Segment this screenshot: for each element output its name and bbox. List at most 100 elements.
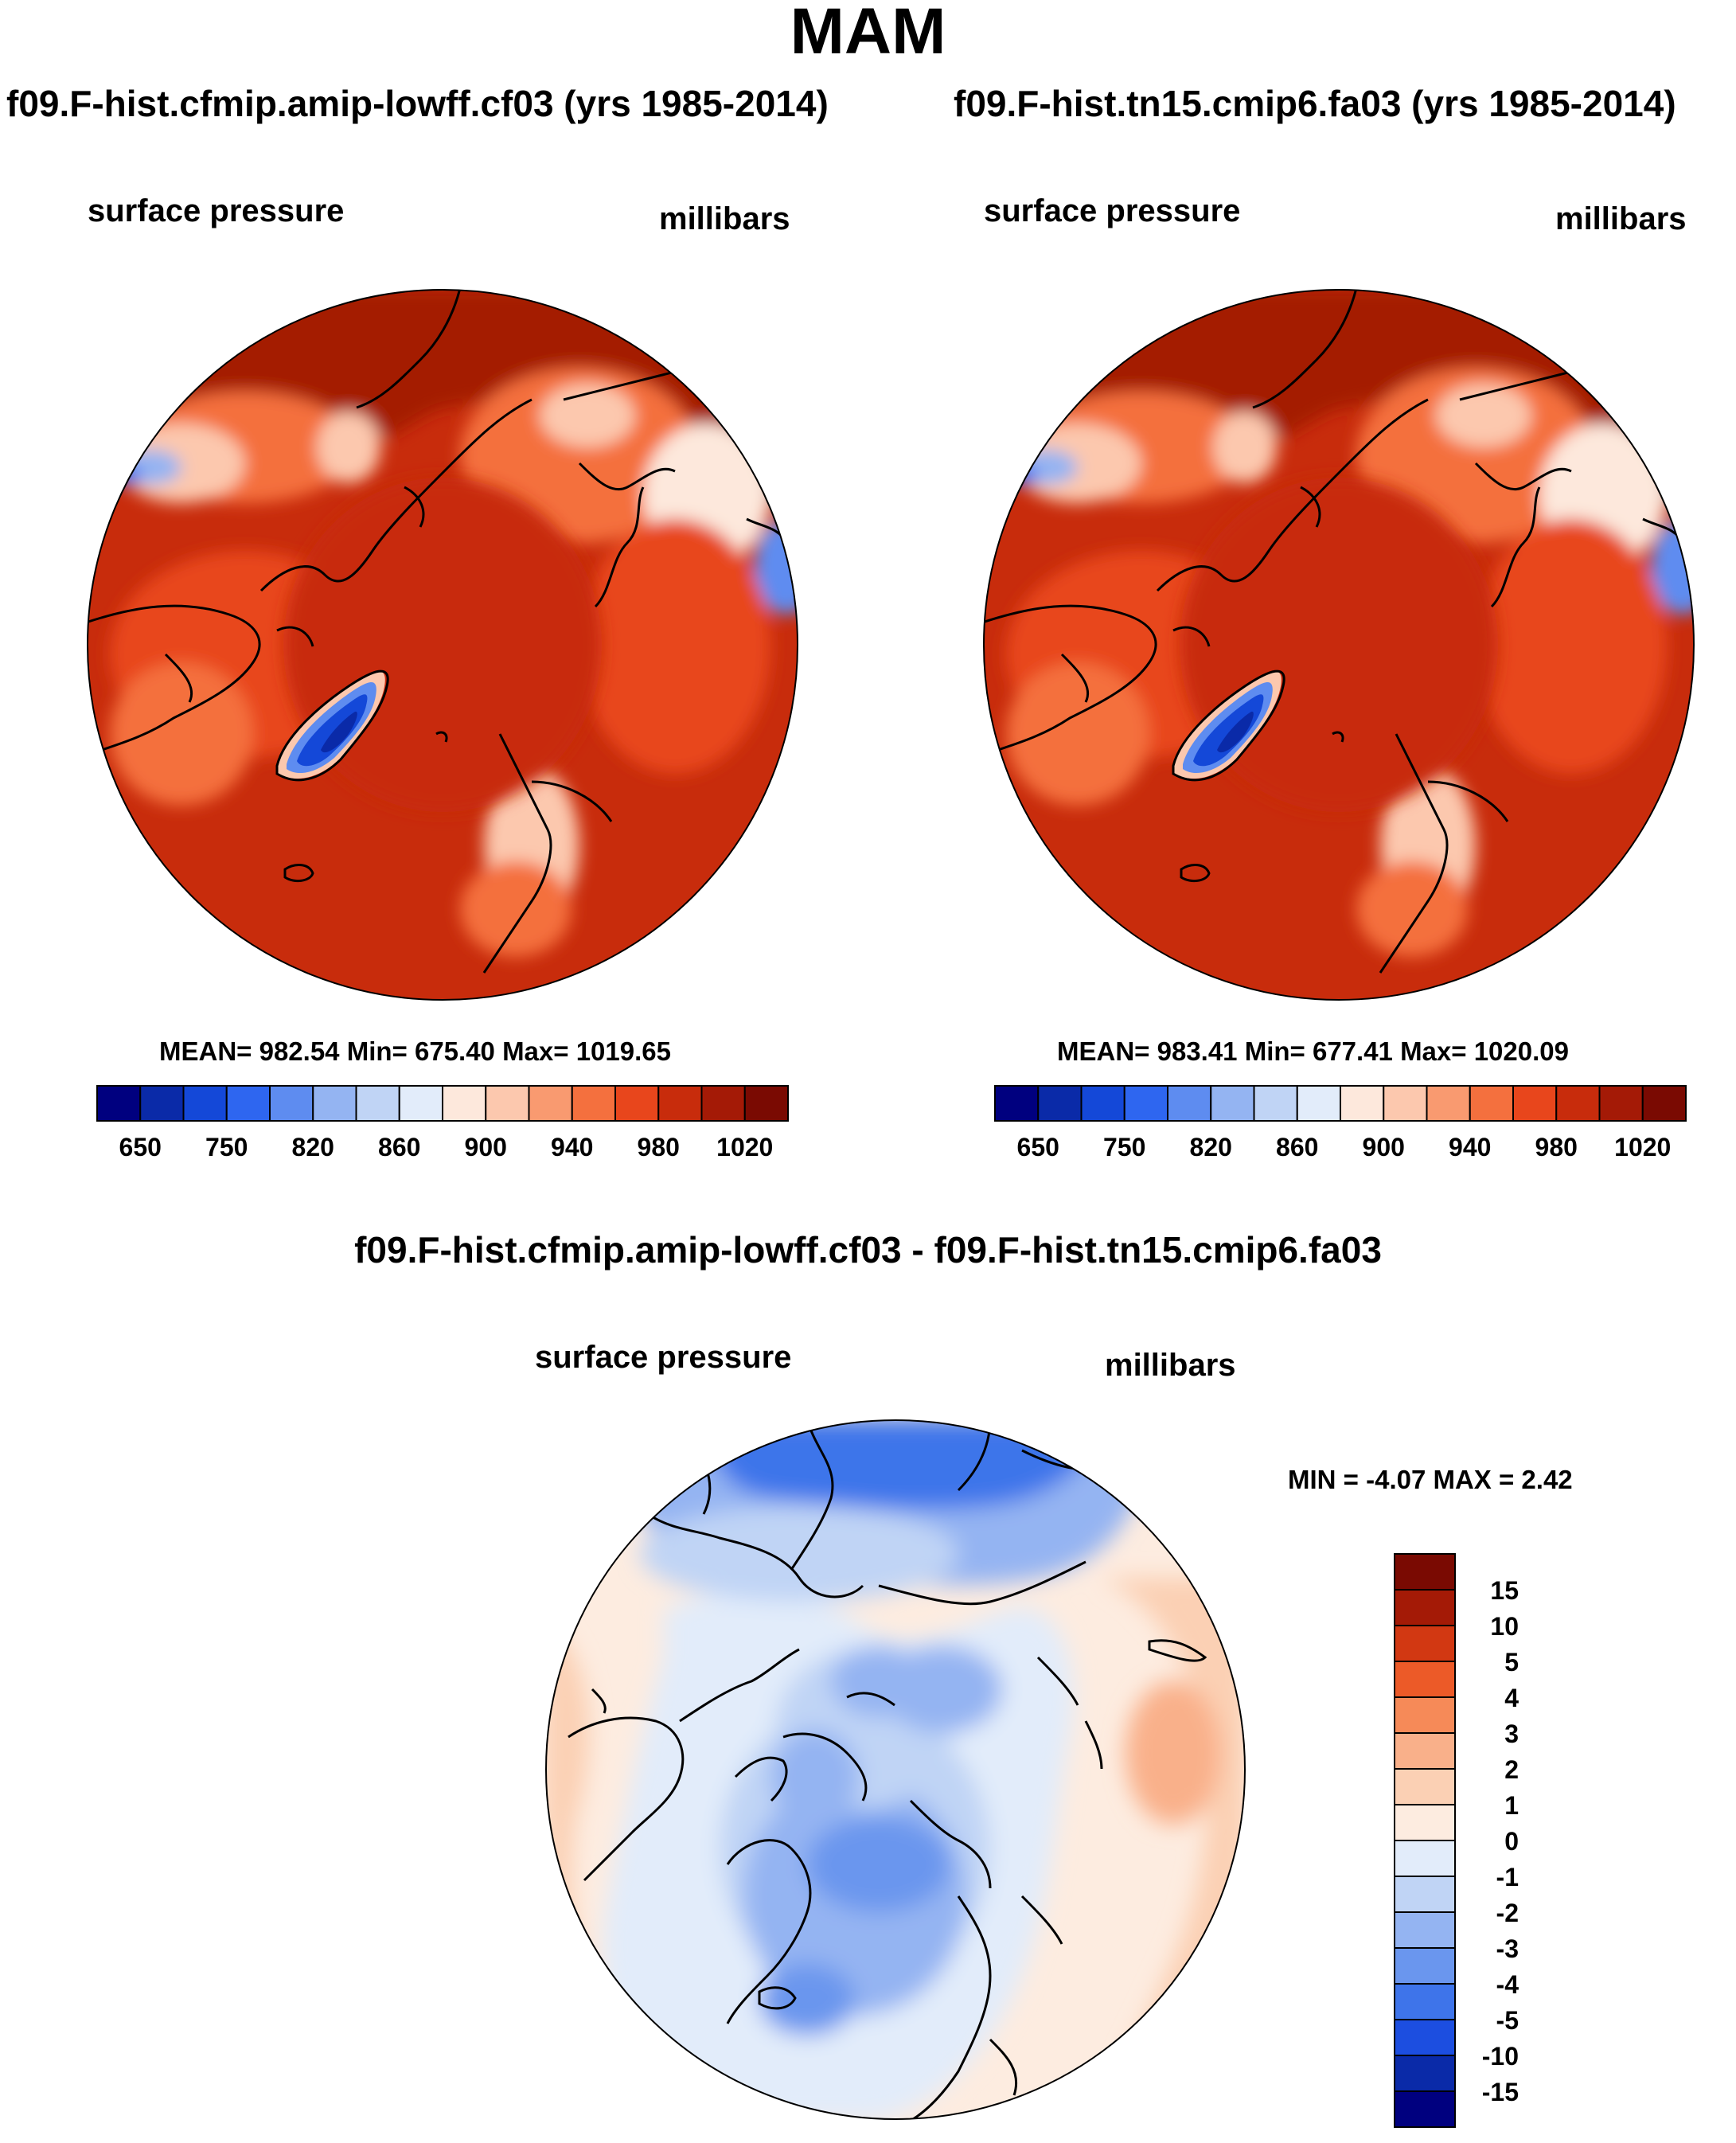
panel-1-colorbar-box [96,1085,142,1122]
panel-2-colorbar-label: 1020 [1614,1133,1671,1161]
difference-colorbar-box [1394,1696,1456,1734]
difference-colorbar-label: -15 [1482,2078,1519,2106]
panel-2-colorbar-box [994,1085,1040,1122]
difference-colorbar-box [1394,2055,1456,2092]
difference-colorbar-label: 10 [1490,1612,1519,1641]
difference-colorbar-label: 5 [1504,1648,1519,1677]
region-greenland-ice-sheet [1193,694,1264,767]
difference-polar-map [545,1419,1246,2120]
panel-1-colorbar-box [700,1085,746,1122]
difference-colorbar-box [1394,1661,1456,1698]
panel-1-colorbar-box [139,1085,185,1122]
difference-variable-label: surface pressure [535,1340,792,1375]
difference-colorbar-label: -2 [1496,1899,1519,1927]
panel-1-colorbar: 650 750 820 860 900 940 980 1020 [96,1085,789,1161]
panel-2-colorbar-box [1426,1085,1471,1122]
panel-1-colorbar-label: 750 [205,1133,248,1161]
panel-1-colorbar-label: 980 [638,1133,680,1161]
difference-colorbar-box [1394,1589,1456,1626]
panel-2-units-label: millibars [1555,201,1687,236]
difference-colorbar-box [1394,1625,1456,1662]
panel-2-colorbar-label: 900 [1363,1133,1405,1161]
panel-2-colorbar-box [1512,1085,1558,1122]
coastlines [984,290,1684,974]
region-hudson-low [1006,662,1149,806]
difference-colorbar-box [1394,1553,1456,1591]
region-europe-low [460,861,572,957]
panel-1-colorbar-box [355,1085,400,1122]
difference-colorbar-label: 1 [1504,1791,1519,1820]
difference-colorbar-label: -10 [1482,2042,1519,2071]
difference-colorbar-label: 2 [1504,1755,1519,1784]
region-mountain-east [1213,412,1277,483]
diff-region-ne-core [883,1645,1002,1733]
panel-1-colorbar-box [571,1085,616,1122]
panel-1-colorbar-label: 860 [378,1133,420,1161]
panel-1-units-label: millibars [659,201,790,236]
region-eurasia-low [579,519,770,774]
panel-2-colorbar-box [1340,1085,1385,1122]
panel-1-colorbar-box [225,1085,271,1122]
panel-1-colorbar-label: 900 [465,1133,507,1161]
panel-1-polar-map [87,289,798,1001]
panel-2-colorbar-box [1037,1085,1083,1122]
difference-colorbar-box [1394,1732,1456,1770]
panel-1-colorbar-box [614,1085,660,1122]
panel-2-colorbar-box [1123,1085,1168,1122]
region-hudson-low [110,662,253,806]
region-greenland-ice-sheet [297,694,368,767]
panel-1-colorbar-label: 1020 [716,1133,773,1161]
panel-2-colorbar-label: 650 [1017,1133,1059,1161]
difference-colorbar-box [1394,1947,1456,1985]
panel-1-colorbar-box [269,1085,314,1122]
map-border [983,289,1695,1001]
page-title: MAM [790,0,946,68]
difference-colorbar-label: 3 [1504,1719,1519,1748]
panel-1-colorbar-label: 940 [551,1133,593,1161]
diff-region-band-negative [640,1506,958,1602]
difference-colorbar-box [1394,2019,1456,2056]
difference-colorbar-label: -5 [1496,2006,1519,2035]
difference-colorbar-box [1394,1911,1456,1949]
panel-2-stats: MEAN= 983.41 Min= 677.41 Max= 1020.09 [1057,1036,1569,1066]
region-plateau-core [118,450,181,485]
panel-1-colorbar-box [657,1085,703,1122]
difference-colorbar-label: 15 [1490,1576,1519,1605]
region-greenland-summit [1217,711,1254,753]
difference-colorbar-label: 0 [1504,1827,1519,1856]
panel-2-colorbar-box [1383,1085,1428,1122]
panel-2-colorbar-box [1641,1085,1687,1122]
coastlines [568,1420,1207,2119]
difference-colorbar-label: -4 [1496,1970,1519,1999]
map-border [545,1419,1246,2120]
diff-region-north-strong-negative [704,1420,1102,1510]
region-tibet [755,519,798,615]
panel-1-title: f09.F-hist.cfmip.amip-lowff.cf03 (yrs 19… [6,83,829,124]
panel-2-polar-map [983,289,1695,1001]
difference-units-label: millibars [1105,1348,1236,1383]
region-plateau-min [1006,466,1038,485]
difference-colorbar-box [1394,1983,1456,2020]
panel-2-colorbar-box [1555,1085,1601,1122]
panel-1-colorbar-box [182,1085,228,1122]
panel-2-colorbar-box [1296,1085,1341,1122]
region-eurasia-low [1476,519,1667,774]
panel-1-colorbar-box [398,1085,443,1122]
diff-region-atlantic-core [807,1817,950,1912]
diff-region-archipelago [771,1729,859,1825]
coastlines [88,290,788,974]
difference-title: f09.F-hist.cfmip.amip-lowff.cf03 - f09.F… [354,1229,1382,1271]
difference-colorbar-box [1394,1840,1456,1877]
panel-1-colorbar-label: 820 [292,1133,334,1161]
region-tibet [1651,519,1694,615]
difference-colorbar-label: 4 [1504,1684,1519,1712]
panel-1-colorbar-label: 650 [119,1133,162,1161]
map-border [87,289,798,1001]
panel-2-colorbar-box [1167,1085,1212,1122]
region-europe-low [1356,861,1468,957]
difference-colorbar-box [1394,2090,1456,2128]
panel-2-colorbar-box [1469,1085,1514,1122]
panel-2-colorbar-label: 750 [1103,1133,1145,1161]
panel-2-colorbar-box [1598,1085,1644,1122]
